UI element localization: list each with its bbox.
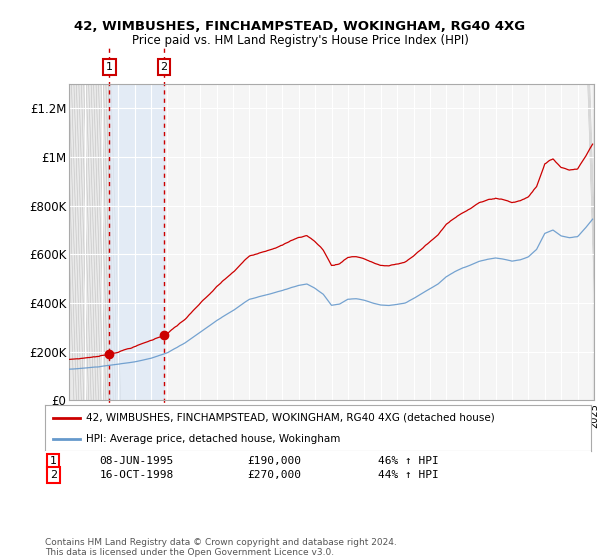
Text: Price paid vs. HM Land Registry's House Price Index (HPI): Price paid vs. HM Land Registry's House … [131, 34, 469, 46]
Text: 1: 1 [106, 62, 113, 72]
Text: £190,000: £190,000 [247, 456, 301, 466]
Text: 16-OCT-1998: 16-OCT-1998 [100, 470, 174, 480]
Text: 46% ↑ HPI: 46% ↑ HPI [378, 456, 439, 466]
Text: 42, WIMBUSHES, FINCHAMPSTEAD, WOKINGHAM, RG40 4XG (detached house): 42, WIMBUSHES, FINCHAMPSTEAD, WOKINGHAM,… [86, 413, 494, 423]
Text: £270,000: £270,000 [247, 470, 301, 480]
Text: 42, WIMBUSHES, FINCHAMPSTEAD, WOKINGHAM, RG40 4XG: 42, WIMBUSHES, FINCHAMPSTEAD, WOKINGHAM,… [74, 20, 526, 32]
Text: 1: 1 [50, 456, 56, 466]
Text: 44% ↑ HPI: 44% ↑ HPI [378, 470, 439, 480]
Text: 2: 2 [160, 62, 167, 72]
Bar [109, 84, 164, 400]
Text: Contains HM Land Registry data © Crown copyright and database right 2024.
This d: Contains HM Land Registry data © Crown c… [45, 538, 397, 557]
Text: 2: 2 [50, 470, 57, 480]
Bar [69, 84, 109, 400]
Text: 08-JUN-1995: 08-JUN-1995 [100, 456, 174, 466]
Text: HPI: Average price, detached house, Wokingham: HPI: Average price, detached house, Woki… [86, 435, 340, 444]
